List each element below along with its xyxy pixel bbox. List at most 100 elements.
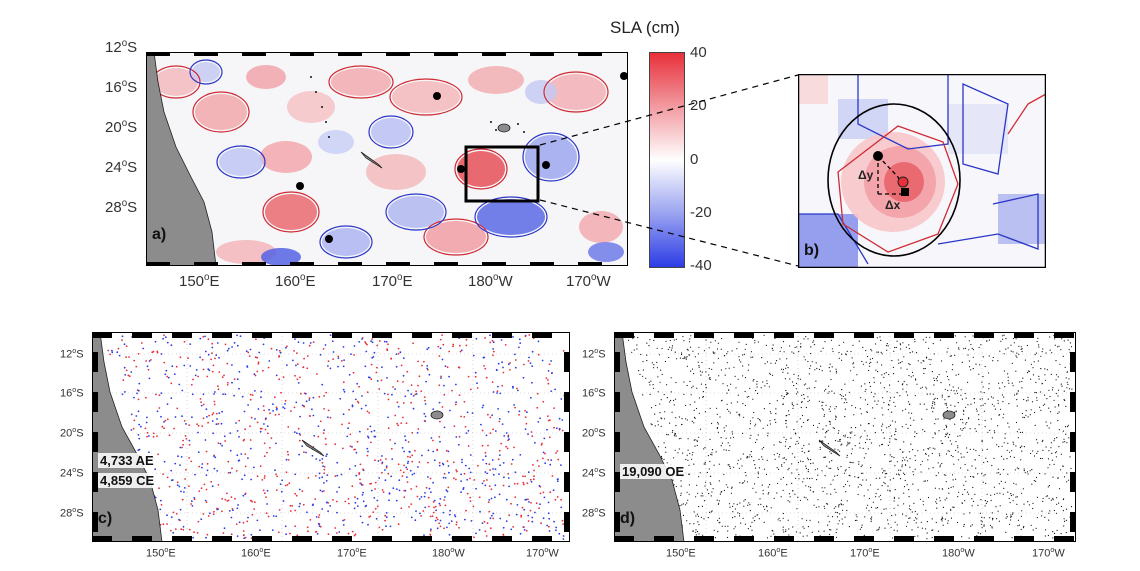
eddy-dot	[455, 523, 458, 526]
eddy-dot	[948, 492, 950, 494]
eddy-dot	[984, 530, 987, 532]
eddy-dot	[801, 450, 803, 452]
eddy-dot	[979, 398, 981, 400]
eddy-dot	[865, 349, 867, 352]
eddy-dot	[183, 340, 186, 343]
eddy-dot	[938, 430, 940, 432]
eddy-dot	[922, 429, 924, 431]
eddy-dot	[693, 409, 695, 411]
eddy-dot	[780, 347, 782, 349]
eddy-dot	[757, 471, 759, 473]
eddy-dot	[769, 420, 771, 422]
eddy-dot	[660, 369, 662, 371]
eddy-dot	[669, 422, 671, 424]
eddy-dot	[948, 487, 950, 489]
eddy-dot	[711, 449, 714, 451]
eddy-dot	[440, 377, 442, 379]
eddy-dot	[903, 486, 906, 488]
eddy-dot	[315, 475, 317, 477]
eddy-dot	[516, 482, 519, 485]
eddy-dot	[502, 462, 505, 464]
eddy-dot	[943, 474, 945, 476]
eddy-dot	[672, 479, 674, 481]
eddy-dot	[172, 511, 175, 514]
eddy-dot	[912, 471, 914, 473]
eddy-dot	[689, 404, 691, 406]
eddy-dot	[663, 442, 665, 444]
eddy-dot	[285, 533, 287, 536]
eddy-dot	[708, 347, 710, 349]
eddy-dot	[899, 448, 901, 450]
eddy-dot	[511, 458, 514, 461]
eddy-dot	[739, 482, 741, 484]
eddy-dot	[702, 495, 704, 497]
eddy-dot	[497, 362, 500, 365]
eddy-dot	[318, 514, 321, 516]
eddy-dot	[797, 378, 799, 380]
eddy-dot	[708, 468, 710, 470]
eddy-dot	[215, 423, 218, 426]
eddy-dot	[523, 526, 525, 529]
eddy-dot	[381, 471, 383, 474]
eddy-dot	[988, 355, 990, 357]
eddy-dot	[1039, 391, 1041, 393]
eddy-dot	[475, 487, 477, 490]
eddy-dot	[839, 440, 841, 442]
eddy-dot	[1025, 414, 1027, 416]
eddy-dot	[392, 487, 395, 490]
eddy-dot	[540, 444, 543, 446]
eddy-dot	[249, 425, 251, 427]
eddy-dot	[725, 449, 727, 451]
eddy-dot	[486, 479, 488, 481]
eddy-dot	[424, 420, 427, 423]
eddy-dot	[957, 435, 959, 437]
eddy-dot	[874, 393, 876, 395]
eddy-dot	[964, 476, 966, 478]
new-caledonia-island	[818, 439, 841, 457]
eddy-dot	[823, 456, 825, 458]
eddy-dot	[319, 489, 322, 492]
eddy-dot	[522, 483, 525, 486]
eddy-dot	[695, 531, 697, 533]
eddy-dot	[851, 448, 853, 450]
eddy-dot	[327, 365, 329, 367]
map-frame-ticks	[146, 52, 602, 266]
eddy-dot	[947, 347, 949, 349]
eddy-dot	[757, 434, 759, 436]
eddy-dot	[410, 488, 412, 490]
eddy-dot	[694, 356, 696, 358]
eddy-dot	[211, 413, 214, 416]
eddy-dot	[950, 355, 953, 357]
eddy-dot	[348, 373, 351, 376]
eddy-dot	[867, 448, 869, 450]
eddy-dot	[1063, 340, 1065, 342]
eddy-dot	[830, 493, 832, 495]
eddy-dot	[216, 342, 219, 344]
eddy-dot	[1011, 537, 1013, 539]
eddy-dot	[284, 525, 287, 528]
eddy-dot	[465, 344, 468, 347]
eddy-dot	[469, 477, 471, 480]
eddy-dot	[202, 403, 205, 406]
eddy-dot	[157, 453, 159, 456]
eddy-dot	[675, 381, 677, 384]
eddy-dot	[367, 436, 370, 439]
eddy-dot	[968, 537, 970, 539]
eddy-dot	[385, 525, 387, 528]
eddy-dot	[839, 513, 841, 515]
eddy-dot	[755, 491, 757, 493]
eddy-dot	[649, 384, 651, 386]
eddy-dot	[263, 409, 265, 412]
eddy-dot	[1022, 416, 1024, 418]
eddy-dot	[546, 524, 548, 527]
eddy-dot	[164, 336, 167, 339]
eddy-dot	[949, 419, 951, 421]
eddy-dot	[367, 450, 369, 453]
eddy-dot	[704, 463, 706, 465]
eddy-dot	[754, 483, 756, 485]
eddy-dot	[696, 531, 699, 533]
eddy-dot	[675, 425, 677, 427]
eddy-dot	[420, 496, 423, 498]
eddy-dot	[738, 414, 740, 416]
eddy-dot	[291, 505, 294, 507]
